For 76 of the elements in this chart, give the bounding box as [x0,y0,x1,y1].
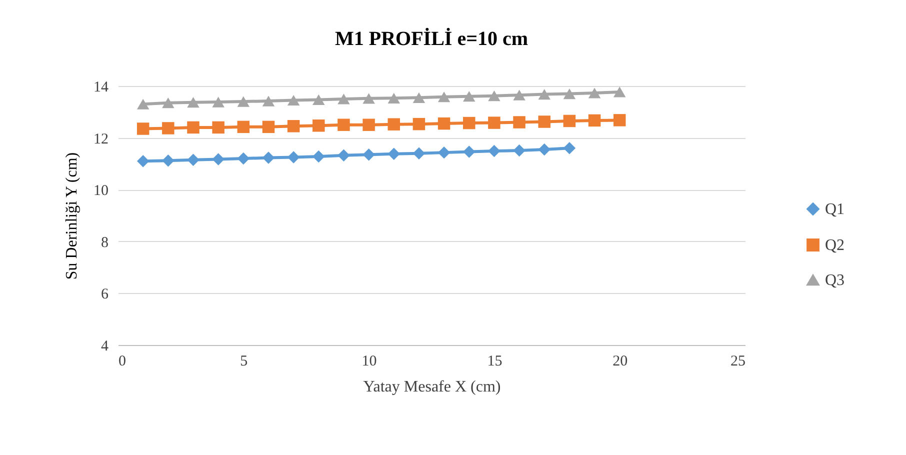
y-tick-label: 4 [101,338,109,354]
chart-title: M1 PROFİLİ e=10 cm [334,27,528,50]
point [362,93,375,104]
x-tick-label: 20 [612,354,628,370]
point [513,116,526,128]
point [563,114,576,128]
point [312,94,325,106]
point [588,88,601,98]
point [162,122,174,134]
point [388,118,400,130]
point [388,92,400,104]
point [613,114,626,126]
point [287,94,300,106]
point [538,88,550,100]
x-axis-title: Yatay Mesafe X (cm) [363,378,501,396]
point [162,98,174,108]
x-tick-label: 5 [240,354,248,370]
point [187,97,200,108]
point [338,118,350,131]
point [338,149,350,162]
point [438,117,450,130]
point [212,153,224,166]
point [237,152,250,165]
point [462,116,476,130]
point [613,86,626,98]
y-tick-label: 12 [94,131,108,148]
point [513,90,526,100]
point [412,147,426,160]
point [237,120,250,134]
point [412,92,426,103]
point [462,91,476,102]
point [588,114,601,127]
point [212,96,224,108]
point [162,154,174,167]
point [338,94,350,104]
point [262,120,275,134]
point [262,152,275,164]
point [538,116,550,128]
legend-label: Q1 [825,201,845,218]
point [262,96,275,106]
point [312,150,325,163]
point [563,142,576,154]
point [462,146,476,158]
y-tick-label: 6 [101,286,109,303]
point [488,90,500,102]
point [538,143,550,156]
point [136,122,150,135]
x-tick-label: 15 [487,354,502,370]
point [362,148,375,161]
point [563,88,576,100]
point [388,148,400,160]
x-tick-label: 10 [362,354,377,370]
legend-label: Q2 [825,237,845,254]
point [187,154,200,166]
point [187,121,200,134]
point [412,118,426,130]
x-tick-label: 0 [118,354,126,370]
point [287,151,300,164]
y-tick-label: 8 [101,234,108,251]
legend-label: Q3 [825,272,845,289]
point [438,92,450,102]
point [136,98,150,110]
point [438,146,450,159]
point [513,144,526,157]
y-tick-label: 10 [94,183,108,200]
x-tick-label: 25 [730,354,746,370]
y-axis-title: Su Derinliği Y (cm) [64,152,80,280]
point [287,120,300,132]
point [488,144,500,158]
point [362,118,375,131]
point [136,154,150,168]
y-tick-label: 14 [94,80,109,96]
point [212,121,224,134]
point [312,120,325,132]
point [237,96,250,107]
point [488,116,500,129]
